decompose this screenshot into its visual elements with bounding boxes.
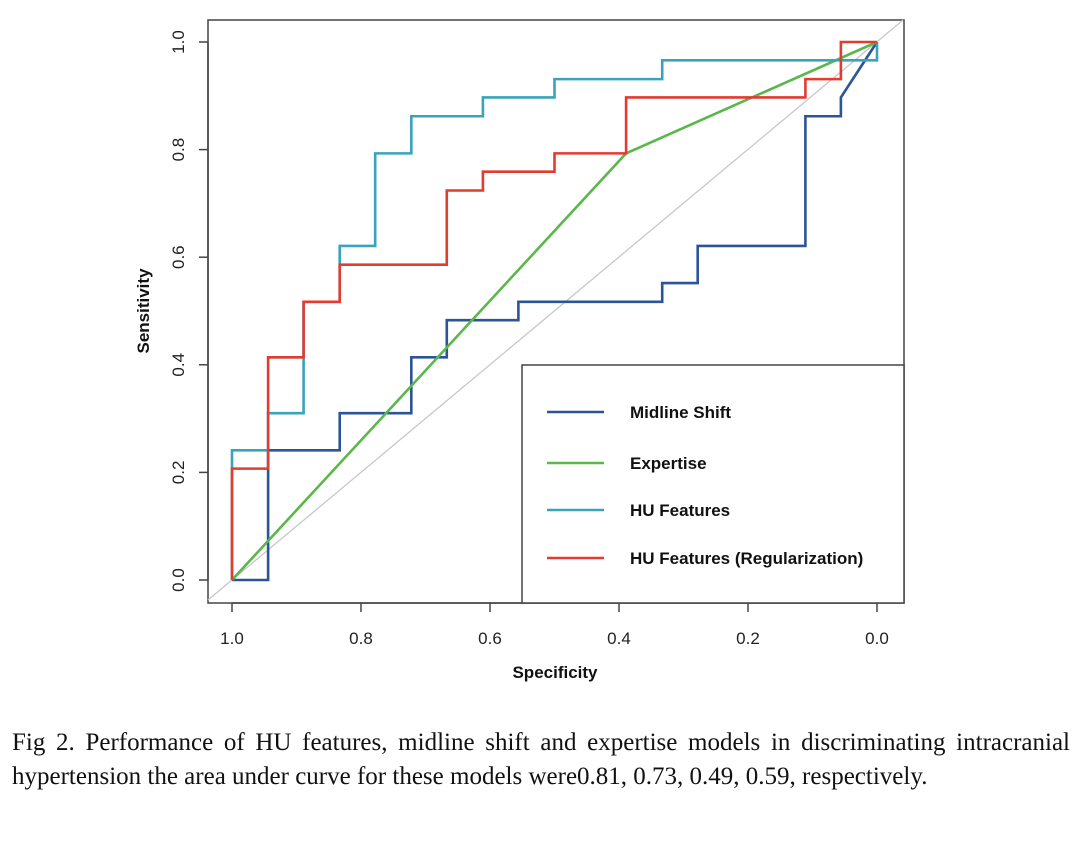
y-tick-label: 0.4 xyxy=(169,353,188,377)
legend: Midline Shift Expertise HU Features HU Feat… xyxy=(521,364,905,604)
x-tick-label: 0.8 xyxy=(349,629,373,648)
x-axis: 1.0 0.8 0.6 0.4 0.2 0.0 xyxy=(220,602,889,648)
legend-label: HU Features (Regularization) xyxy=(630,549,863,568)
y-axis: 0.0 0.2 0.4 0.6 0.8 1.0 xyxy=(169,30,209,592)
y-tick-label: 0.6 xyxy=(169,245,188,269)
series-line-2 xyxy=(230,42,879,580)
y-tick-label: 0.8 xyxy=(169,138,188,162)
series-layer xyxy=(230,40,879,582)
legend-label: HU Features xyxy=(630,501,730,520)
legend-box xyxy=(521,364,905,604)
y-tick-label: 0.2 xyxy=(169,461,188,485)
x-axis-title: Specificity xyxy=(512,663,598,682)
x-tick-label: 0.6 xyxy=(478,629,502,648)
roc-chart: 1.0 0.8 0.6 0.4 0.2 0.0 0.0 0.2 0.4 0.6 0.8 1.0 Sp… xyxy=(134,19,905,682)
figure-caption: Fig 2. Performance of HU features, midli… xyxy=(12,729,1070,790)
reference-diagonal xyxy=(207,19,904,601)
x-tick-label: 0.4 xyxy=(607,629,631,648)
legend-label: Midline Shift xyxy=(630,403,731,422)
y-axis-title: Sensitivity xyxy=(134,268,153,354)
series-line-0 xyxy=(232,41,879,582)
y-tick-label: 0.0 xyxy=(169,568,188,592)
x-tick-label: 0.2 xyxy=(736,629,760,648)
y-tick-label: 1.0 xyxy=(169,30,188,54)
x-tick-label: 1.0 xyxy=(220,629,244,648)
x-tick-label: 0.0 xyxy=(865,629,889,648)
legend-label: Expertise xyxy=(630,454,707,473)
series-line-3 xyxy=(230,40,877,580)
